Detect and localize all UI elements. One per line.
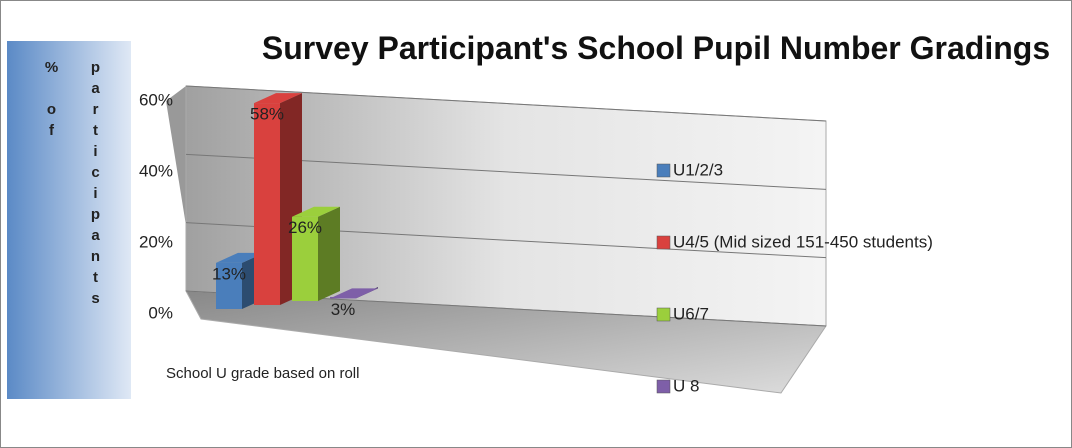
bar bbox=[254, 103, 280, 305]
y-tick-label: 40% bbox=[139, 161, 173, 180]
grid-line bbox=[185, 85, 827, 122]
data-label: 26% bbox=[288, 218, 322, 237]
chart-title: Survey Participant's School Pupil Number… bbox=[261, 30, 1051, 66]
bar bbox=[292, 216, 318, 301]
data-label: 3% bbox=[331, 300, 356, 319]
bar-top bbox=[254, 93, 302, 104]
x-tick-label: School U grade based on roll bbox=[166, 365, 359, 382]
side-wall bbox=[166, 86, 201, 319]
legend-swatch bbox=[656, 379, 671, 394]
legend-swatch bbox=[656, 235, 671, 250]
y-axis-title-box: % of participants bbox=[7, 41, 131, 399]
data-label: 13% bbox=[212, 264, 246, 283]
y-tick-label: 20% bbox=[139, 232, 173, 251]
legend-label: U4/5 (Mid sized 151-450 students) bbox=[673, 232, 933, 251]
legend-swatch bbox=[656, 307, 671, 322]
bar-top bbox=[330, 288, 378, 299]
y-tick-label: 0% bbox=[148, 303, 173, 322]
y-axis-title: % of participants bbox=[43, 59, 104, 311]
bar-top bbox=[216, 252, 264, 263]
legend-label: U1/2/3 bbox=[673, 160, 723, 179]
bar-side bbox=[318, 206, 340, 301]
data-label: 58% bbox=[250, 105, 284, 124]
bar bbox=[216, 262, 242, 309]
legend-label: U 8 bbox=[673, 376, 699, 395]
bar-top bbox=[292, 206, 340, 217]
bar bbox=[330, 297, 356, 299]
legend-swatch bbox=[656, 163, 671, 178]
legend-label: U6/7 bbox=[673, 304, 709, 323]
y-tick-label: 60% bbox=[139, 90, 173, 109]
